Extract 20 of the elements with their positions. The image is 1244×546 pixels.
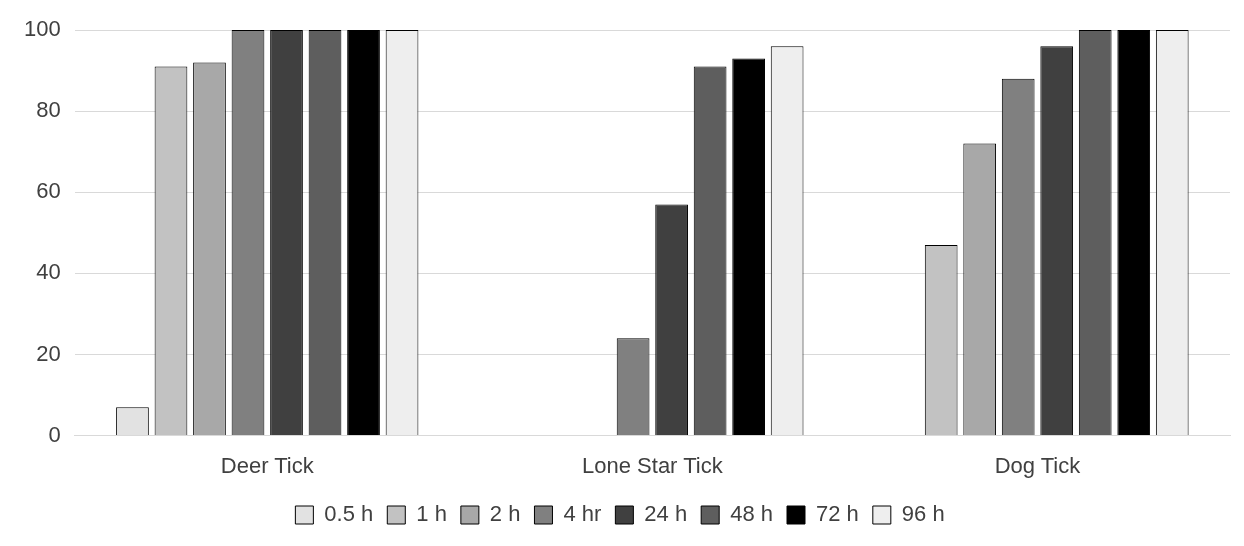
x-tick-label: Dog Tick (994, 452, 1082, 478)
legend-label: 72 h (816, 501, 859, 527)
bar (347, 30, 380, 436)
legend-label: 2 h (489, 501, 521, 527)
legend-label: 24 h (644, 501, 688, 527)
bar (732, 58, 765, 436)
y-tick-label: 40 (36, 259, 61, 285)
legend-label: 0.5 h (324, 501, 374, 527)
legend-label: 1 h (416, 501, 447, 527)
y-tick-label: 100 (23, 16, 61, 42)
x-tick-label: Deer Tick (220, 452, 315, 478)
y-tick-label: 60 (36, 178, 61, 204)
bar (1117, 30, 1151, 436)
legend-label: 48 h (730, 501, 774, 527)
legend-label: 96 h (901, 501, 945, 527)
y-tick-label: 0 (48, 421, 61, 447)
legend-label: 4 hr (563, 501, 602, 527)
y-tick-label: 80 (36, 97, 61, 123)
y-tick-label: 20 (36, 340, 61, 366)
x-tick-label: Lone Star Tick (582, 452, 724, 478)
